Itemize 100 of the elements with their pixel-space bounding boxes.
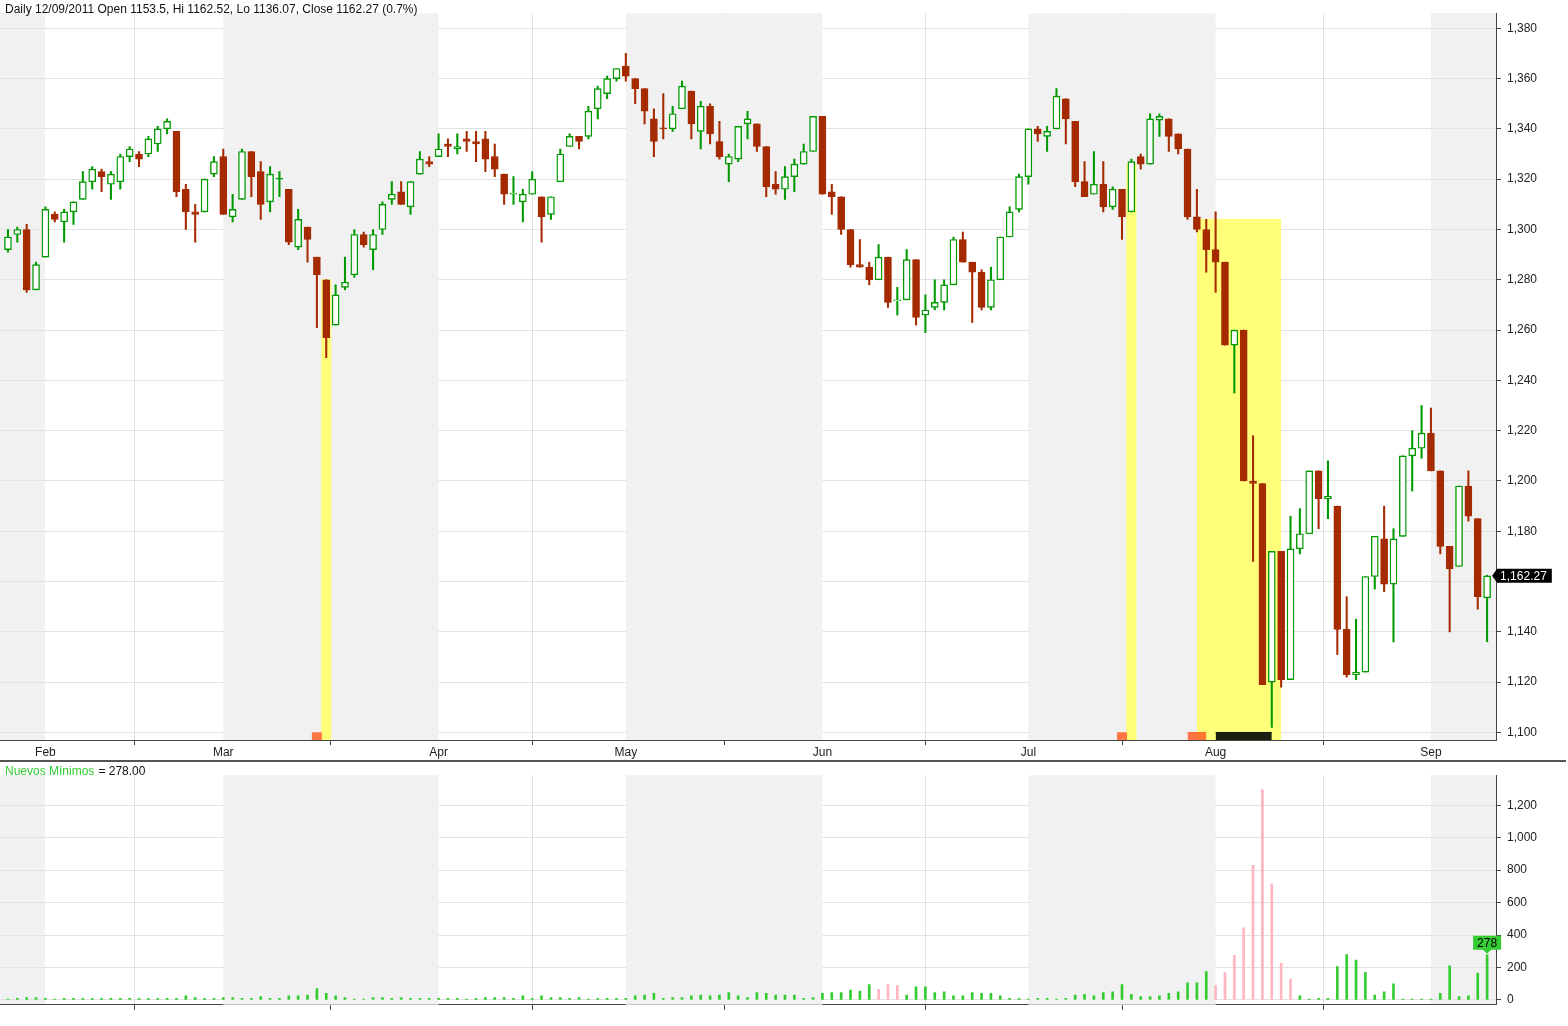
x-tick-label: Mar xyxy=(212,744,234,759)
text: Nuevos Mínimos xyxy=(5,764,95,778)
chart-title: Daily 12/09/2011 Open 1153.5, Hi 1162.52, Lo 1136.07, Close 1162.27 (0.7%) xyxy=(5,2,418,16)
bar xyxy=(231,997,234,1000)
bar xyxy=(849,989,852,1000)
bar xyxy=(306,994,309,1000)
y-tick-label: 1,340 xyxy=(1507,121,1538,136)
bar xyxy=(867,984,871,1000)
y-tick-label: 1,260 xyxy=(1507,322,1538,337)
bar xyxy=(952,995,955,1000)
bar xyxy=(296,995,300,1000)
candlestick xyxy=(659,93,668,140)
bar xyxy=(905,994,909,1000)
bar xyxy=(643,994,646,1000)
bar xyxy=(1214,985,1217,1000)
bar xyxy=(793,994,796,1000)
bar xyxy=(1335,966,1339,1000)
x-tick-label: Feb xyxy=(35,744,57,759)
bar xyxy=(699,994,703,1000)
y-tick-label: 0 xyxy=(1507,992,1514,1007)
x-tick-label: Apr xyxy=(429,744,448,759)
y-tick-label: 1,200 xyxy=(1507,473,1538,488)
bar xyxy=(324,993,328,1000)
y-tick-label: 800 xyxy=(1507,862,1528,877)
y-tick-label: 1,140 xyxy=(1507,624,1538,639)
x-tick-label: Jun xyxy=(812,744,833,759)
candlestick xyxy=(1352,618,1360,680)
bar xyxy=(1167,993,1171,1000)
candlestick xyxy=(1324,460,1332,520)
data-label: 278 xyxy=(1477,936,1498,951)
y-tick-label: 1,380 xyxy=(1507,20,1538,35)
bar xyxy=(1158,995,1161,1000)
x-tick-label: Sep xyxy=(1420,744,1442,759)
bar xyxy=(1111,991,1114,1000)
bar xyxy=(540,995,543,1000)
candlestick xyxy=(509,176,518,205)
x-tick-label: Aug xyxy=(1204,744,1227,759)
y-tick-label: 1,280 xyxy=(1507,272,1538,287)
bar xyxy=(334,995,337,1000)
y-tick-label: 1,120 xyxy=(1507,674,1538,689)
y-tick-label: 1,200 xyxy=(1507,797,1538,812)
bar xyxy=(1204,971,1208,1000)
bar xyxy=(484,997,487,1000)
y-tick-label: 1,100 xyxy=(1507,724,1538,739)
text: 1,162.27 xyxy=(1500,569,1547,584)
bar xyxy=(1364,972,1367,1000)
bar xyxy=(718,994,721,1000)
bar xyxy=(259,996,263,1000)
y-tick-label: 200 xyxy=(1507,959,1528,974)
bar xyxy=(1261,789,1264,1000)
bar xyxy=(1373,994,1377,1000)
bar xyxy=(1289,978,1292,1000)
bar xyxy=(1476,972,1480,1000)
y-tick-label: 1,320 xyxy=(1507,171,1538,186)
y-tick-label: 1,220 xyxy=(1507,422,1538,437)
bar xyxy=(895,985,899,1000)
y-tick-label: 1,180 xyxy=(1507,523,1538,538)
bar xyxy=(830,992,834,1000)
bar xyxy=(1448,965,1451,1000)
bar xyxy=(1233,954,1236,1000)
y-tick-label: 1,240 xyxy=(1507,372,1538,387)
bar xyxy=(287,995,291,1000)
bar xyxy=(746,997,749,1000)
bar xyxy=(1083,993,1086,1000)
bar xyxy=(1242,927,1246,1000)
bar xyxy=(970,992,974,1000)
bar xyxy=(774,994,777,1000)
bar xyxy=(1130,993,1133,1000)
bar xyxy=(493,997,497,1000)
bar xyxy=(558,997,562,1000)
bar xyxy=(998,995,1002,1000)
bar xyxy=(924,986,927,1000)
bar xyxy=(221,997,225,1000)
bar xyxy=(821,993,824,1000)
bar xyxy=(1139,996,1143,1000)
bar xyxy=(764,993,768,1000)
x-tick-label: Jul xyxy=(1020,744,1037,759)
bar xyxy=(980,993,983,1000)
bar xyxy=(1176,991,1180,1000)
y-tick-label: 1,000 xyxy=(1507,829,1538,844)
bar xyxy=(690,995,693,1000)
bar xyxy=(671,997,674,1000)
bar xyxy=(381,997,384,1000)
bar xyxy=(1438,993,1442,1000)
candlestick xyxy=(275,171,284,198)
bar xyxy=(736,995,740,1000)
bar xyxy=(1270,883,1274,1000)
bar xyxy=(1467,995,1470,1000)
bar xyxy=(1073,994,1077,1000)
y-tick-label: 600 xyxy=(1507,894,1528,909)
bar xyxy=(1101,992,1105,1000)
annotation: = 278.00 xyxy=(98,764,146,778)
y-tick-label: 400 xyxy=(1507,927,1528,942)
bar xyxy=(633,995,637,1000)
bar xyxy=(1186,982,1189,1000)
y-tick-label: 1,300 xyxy=(1507,221,1538,236)
bar xyxy=(877,989,880,1000)
x-tick-label: May xyxy=(614,744,638,759)
candlestick xyxy=(893,286,902,316)
bar xyxy=(1345,954,1349,1000)
